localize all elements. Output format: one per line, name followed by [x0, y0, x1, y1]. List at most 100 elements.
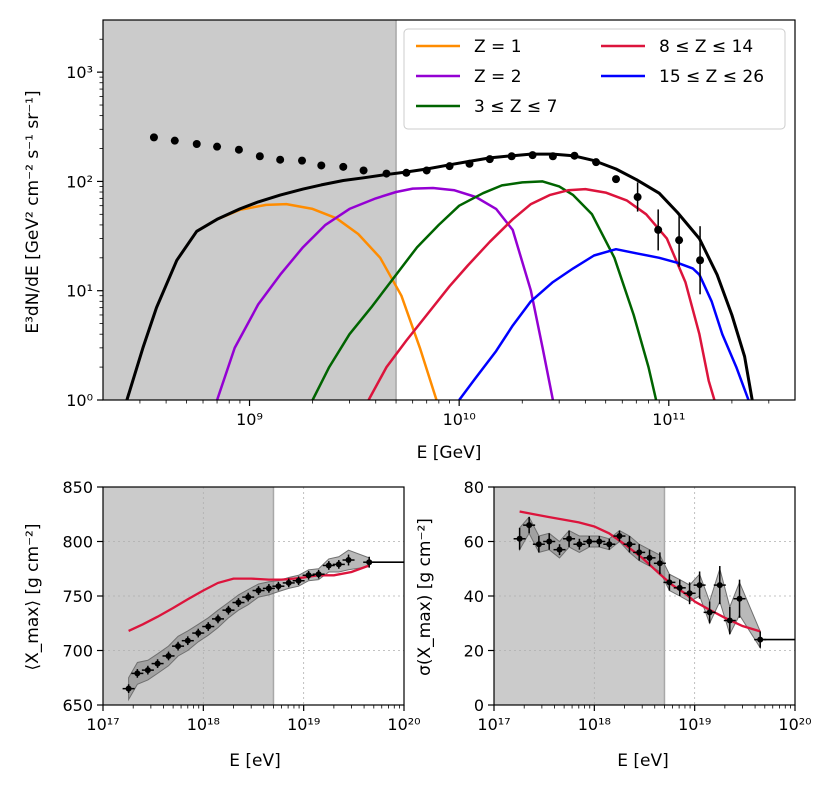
data-point: [596, 538, 603, 545]
data-point: [305, 572, 312, 579]
data-point: [255, 152, 264, 161]
data-point: [626, 541, 633, 548]
data-point: [149, 133, 158, 142]
y-tick-label: 80: [464, 478, 484, 497]
model-line: [128, 564, 370, 632]
y-tick-label: 800: [62, 533, 93, 552]
band-area: [519, 516, 761, 650]
data-point: [465, 159, 474, 168]
legend-label: 8 ≤ Z ≤ 14: [659, 37, 753, 57]
data-point: [654, 225, 663, 234]
data-point: [535, 541, 542, 548]
data-point: [255, 587, 262, 594]
legend-box: [403, 28, 786, 130]
data-point: [235, 599, 242, 606]
data-point: [205, 623, 212, 630]
y-tick-label: 10¹: [66, 282, 93, 301]
data-point: [570, 151, 579, 160]
series-line-z8_14: [367, 187, 716, 400]
data-point: [195, 630, 202, 637]
y-axis-label: σ(X_max) [g cm⁻²]: [415, 518, 435, 676]
legend: Z = 1 Z = 2 3 ≤ Z ≤ 7 8 ≤ Z ≤ 14 15 ≤ Z ≤ 26: [403, 28, 786, 130]
ticks: 10¹⁷ 10¹⁸ 10¹⁹ 10²⁰ 650 700 750 800 850: [62, 478, 420, 734]
data-point: [275, 583, 282, 590]
series-line-z3_7: [311, 180, 658, 400]
y-axis-label: ⟨X_max⟩ [g cm⁻²]: [23, 523, 43, 670]
data-point: [556, 546, 563, 553]
data-point: [676, 584, 683, 591]
x-tick-label: 10¹⁹: [287, 715, 320, 734]
x-tick-label: 10¹⁸: [578, 715, 611, 734]
data-point: [726, 617, 733, 624]
data-point: [382, 169, 391, 178]
data-point: [736, 595, 743, 602]
data-point: [516, 535, 523, 542]
y-tick-label: 60: [464, 533, 484, 552]
axes-frame: [102, 19, 796, 401]
data-point: [666, 579, 673, 586]
uncertainty-band: [519, 516, 761, 650]
x-tick-label: 10¹⁸: [187, 715, 220, 734]
legend-label: 15 ≤ Z ≤ 26: [659, 67, 764, 87]
y-tick-label: 10⁰: [66, 391, 93, 410]
data-point: [716, 582, 723, 589]
data-point: [507, 152, 516, 161]
x-axis-label: E [eV]: [229, 751, 281, 771]
data-point: [170, 136, 179, 145]
data-point: [359, 166, 368, 175]
shaded-region: [103, 20, 397, 400]
data-point: [192, 140, 201, 149]
data-point: [592, 158, 601, 167]
data-point: [633, 193, 642, 202]
data-points: [513, 516, 795, 648]
data-point: [245, 594, 252, 601]
sigma-panel: 10¹⁷ 10¹⁸ 10¹⁹ 10²⁰ 0 20 40 60 80 E [eV] σ(X_max…: [415, 478, 812, 771]
x-tick-label: 10⁹: [236, 410, 263, 429]
data-point: [636, 549, 643, 556]
model-curve: [128, 564, 370, 632]
data-point: [345, 557, 352, 564]
spectrum-panel: 10⁹ 10¹⁰ 10¹¹ 10⁰ 10¹ 10² 10³ E [GeV] E³dN/dE …: [23, 19, 796, 463]
x-tick-label: 10¹⁹: [678, 715, 711, 734]
data-point: [134, 670, 141, 677]
x-tick-label: 10¹⁷: [86, 715, 119, 734]
y-tick-label: 650: [62, 696, 93, 715]
data-point: [546, 538, 553, 545]
data-point: [184, 637, 191, 644]
data-point: [154, 660, 161, 667]
data-point: [276, 155, 285, 164]
data-point: [335, 561, 342, 568]
y-tick-label: 10³: [66, 63, 93, 82]
data-point: [285, 579, 292, 586]
y-tick-label: 750: [62, 587, 93, 606]
data-point: [225, 607, 232, 614]
data-point: [214, 615, 221, 622]
data-points: [122, 554, 404, 694]
data-point: [402, 168, 411, 177]
data-point: [616, 533, 623, 540]
ticks: 10⁹ 10¹⁰ 10¹¹ 10⁰ 10¹ 10² 10³: [66, 38, 770, 429]
series-line-z2: [215, 186, 555, 400]
data-point: [706, 609, 713, 616]
data-point: [298, 156, 307, 165]
data-point: [165, 652, 172, 659]
data-point: [175, 643, 182, 650]
y-axis-label: E³dN/dE [GeV² cm⁻² s⁻¹ sr⁻¹]: [23, 90, 43, 333]
data-point: [213, 142, 222, 151]
data-point: [646, 554, 653, 561]
excluded-region-shading: [103, 20, 397, 400]
y-tick-label: 0: [474, 696, 484, 715]
data-point: [528, 151, 537, 160]
x-tick-label: 10¹¹: [652, 410, 685, 429]
data-point: [422, 166, 431, 175]
series-line-z15_26: [458, 247, 750, 400]
x-tick-label: 10²⁰: [778, 715, 811, 734]
data-point: [696, 582, 703, 589]
y-tick-label: 20: [464, 642, 484, 661]
data-point: [295, 577, 302, 584]
y-tick-label: 10²: [66, 172, 93, 191]
ticks: 10¹⁷ 10¹⁸ 10¹⁹ 10²⁰ 0 20 40 60 80: [464, 478, 812, 734]
data-point: [325, 562, 332, 569]
legend-label: Z = 1: [474, 37, 522, 57]
data-point: [696, 256, 705, 265]
